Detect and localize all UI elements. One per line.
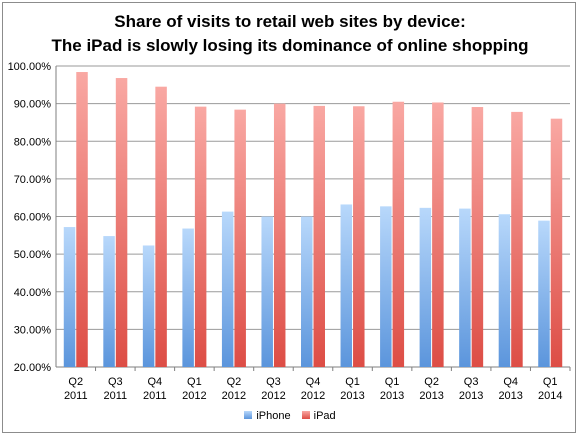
bar-ipad-4 <box>234 109 246 368</box>
bar-ipad-8 <box>392 101 405 368</box>
bar-ipad-7 <box>353 106 365 367</box>
x-tick-label: Q3 <box>108 376 123 388</box>
x-tick-label: Q4 <box>148 376 163 388</box>
chart-title: Share of visits to retail web sites by d… <box>114 12 466 31</box>
x-tick-label: Q4 <box>503 376 518 388</box>
bar-ipad-2 <box>155 86 167 367</box>
x-tick-label: Q3 <box>464 376 479 388</box>
bar-iphone-10 <box>459 208 471 367</box>
x-tick-label: 2013 <box>340 390 364 402</box>
bar-iphone-5 <box>261 216 273 367</box>
x-tick-label: 2011 <box>143 390 167 402</box>
legend-item-ipad: iPad <box>301 410 336 422</box>
x-tick-label: Q2 <box>227 376 242 388</box>
bar-ipad-3 <box>194 106 207 367</box>
x-tick-label: Q1 <box>187 376 202 388</box>
bar-ipad-5 <box>273 103 286 367</box>
bar-iphone-1 <box>103 236 115 367</box>
legend-label-iphone: iPhone <box>256 410 291 422</box>
y-tick-label: 70.00% <box>14 174 52 186</box>
bar-ipad-0 <box>76 72 88 368</box>
x-tick-label: 2012 <box>182 390 206 402</box>
y-tick-label: 30.00% <box>14 324 52 336</box>
bar-ipad-1 <box>115 78 128 367</box>
bar-iphone-0 <box>63 227 76 367</box>
bar-iphone-7 <box>340 204 353 367</box>
bar-ipad-10 <box>471 107 484 367</box>
legend-label-ipad: iPad <box>313 410 336 422</box>
chart-legend: iPhone iPad <box>0 410 580 422</box>
y-tick-label: 90.00% <box>14 99 52 111</box>
x-tick-label: 2011 <box>103 390 127 402</box>
y-tick-label: 40.00% <box>14 287 52 299</box>
legend-item-iphone: iPhone <box>244 410 291 422</box>
x-tick-label: Q2 <box>68 376 83 388</box>
x-tick-label: 2012 <box>301 390 325 402</box>
chart-subtitle: The iPad is slowly losing its dominance … <box>51 36 529 55</box>
bar-ipad-11 <box>511 111 523 367</box>
x-tick-label: Q2 <box>424 376 439 388</box>
x-tick-label: 2013 <box>498 390 522 402</box>
y-tick-label: 50.00% <box>14 249 52 261</box>
bar-ipad-9 <box>432 102 444 367</box>
bar-iphone-9 <box>419 207 432 367</box>
x-tick-label: 2013 <box>380 390 404 402</box>
bar-iphone-6 <box>301 216 313 367</box>
bar-ipad-12 <box>550 118 563 367</box>
x-tick-label: 2012 <box>261 390 285 402</box>
x-tick-label: Q1 <box>385 376 400 388</box>
bar-ipad-6 <box>313 105 325 367</box>
x-tick-label: 2014 <box>538 390 562 402</box>
bar-iphone-3 <box>182 228 194 367</box>
bar-iphone-12 <box>538 220 550 367</box>
bar-iphone-11 <box>498 214 511 367</box>
legend-swatch-iphone <box>244 411 253 419</box>
bar-iphone-2 <box>142 245 155 367</box>
x-tick-label: Q3 <box>266 376 281 388</box>
bar-iphone-4 <box>221 211 234 367</box>
legend-swatch-ipad <box>301 411 310 419</box>
y-tick-label: 60.00% <box>14 212 52 224</box>
y-tick-label: 80.00% <box>14 136 52 148</box>
y-tick-label: 100.00% <box>8 61 52 73</box>
x-tick-label: Q1 <box>543 376 558 388</box>
x-tick-label: 2013 <box>459 390 483 402</box>
y-tick-label: 20.00% <box>14 362 52 374</box>
x-tick-label: 2013 <box>419 390 443 402</box>
x-tick-label: 2012 <box>222 390 246 402</box>
bar-iphone-8 <box>380 206 392 367</box>
x-tick-label: Q4 <box>306 376 321 388</box>
x-tick-label: 2011 <box>64 390 88 402</box>
x-tick-label: Q1 <box>345 376 360 388</box>
